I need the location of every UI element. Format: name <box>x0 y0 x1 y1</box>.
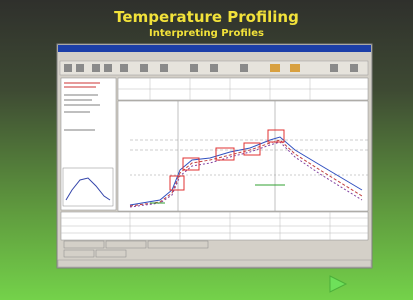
menu-bar <box>60 54 360 59</box>
next-arrow[interactable] <box>330 276 346 292</box>
screenshot <box>0 0 413 300</box>
window-title-bar <box>58 45 371 52</box>
chart-area <box>118 101 368 211</box>
slide: Temperature Profiling Interpreting Profi… <box>0 0 413 300</box>
thumbnail-chart <box>63 168 113 206</box>
status-bar <box>58 260 371 267</box>
